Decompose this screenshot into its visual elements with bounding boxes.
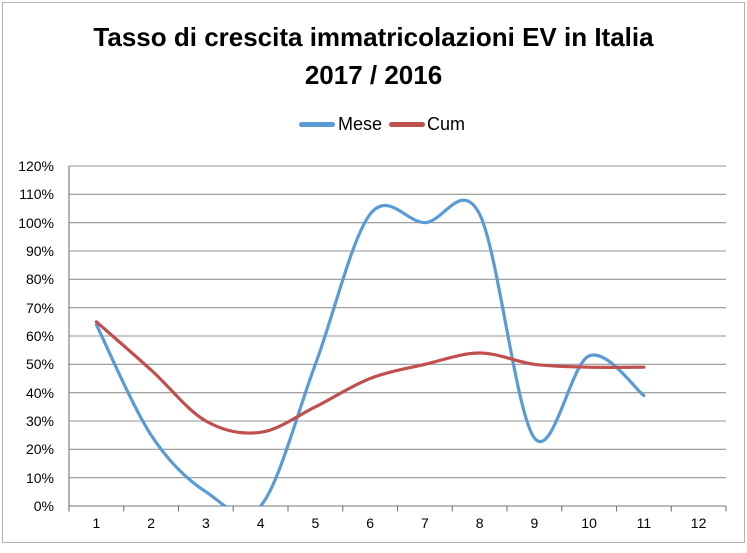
svg-text:20%: 20% [26,441,54,457]
svg-text:2: 2 [147,515,155,531]
svg-text:3: 3 [202,515,210,531]
svg-text:40%: 40% [26,385,54,401]
svg-text:110%: 110% [19,186,54,202]
svg-text:90%: 90% [26,243,54,259]
svg-text:70%: 70% [26,300,54,316]
svg-text:11: 11 [637,515,652,531]
svg-text:12: 12 [691,515,707,531]
svg-text:120%: 120% [18,158,54,174]
svg-text:7: 7 [421,515,429,531]
svg-text:8: 8 [476,515,484,531]
svg-text:60%: 60% [26,328,54,344]
svg-text:4: 4 [257,515,265,531]
svg-text:9: 9 [531,515,539,531]
svg-text:5: 5 [312,515,320,531]
svg-text:30%: 30% [26,413,54,429]
svg-text:80%: 80% [26,271,54,287]
svg-text:6: 6 [366,515,374,531]
svg-text:100%: 100% [18,215,54,231]
svg-text:50%: 50% [26,356,54,372]
svg-text:0%: 0% [34,498,54,514]
svg-text:10: 10 [581,515,597,531]
svg-text:1: 1 [93,515,101,531]
svg-text:10%: 10% [26,470,54,486]
